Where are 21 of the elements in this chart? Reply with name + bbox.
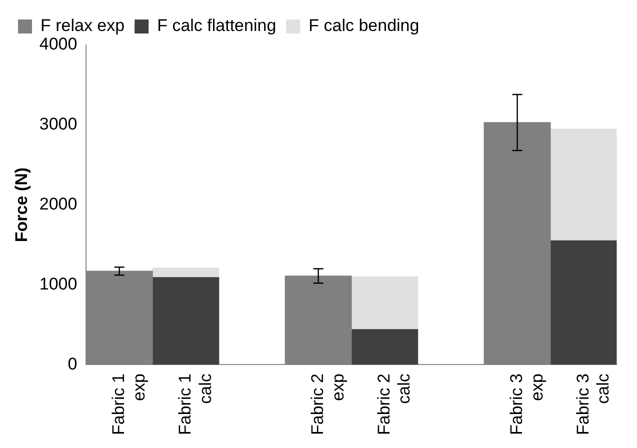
bar <box>550 128 617 242</box>
legend-label: F calc flattening <box>157 16 276 36</box>
x-tick-label: Fabric 2 exp <box>308 374 348 436</box>
bar <box>550 240 617 365</box>
y-tick-label: 4000 <box>39 34 78 54</box>
x-tick-label: Fabric 2 calc <box>374 373 414 436</box>
y-tick-label: 3000 <box>39 114 78 134</box>
bar <box>152 277 220 365</box>
x-tick-label: Fabric 3 exp <box>506 374 546 436</box>
x-tick-label: Fabric 1 calc <box>175 373 215 436</box>
y-tick-label: 2000 <box>39 194 78 214</box>
bar <box>152 268 220 278</box>
bar <box>351 329 418 365</box>
x-tick-label: Fabric 1 exp <box>109 374 148 436</box>
legend-label: F calc bending <box>308 16 420 36</box>
y-axis-title: Force (N) <box>12 167 31 242</box>
bar <box>351 276 418 330</box>
x-tick-label: Fabric 3 calc <box>573 373 613 436</box>
legend-label: F relax exp <box>40 16 125 36</box>
y-tick-label: 0 <box>68 354 78 374</box>
y-tick-label: 1000 <box>39 274 78 294</box>
